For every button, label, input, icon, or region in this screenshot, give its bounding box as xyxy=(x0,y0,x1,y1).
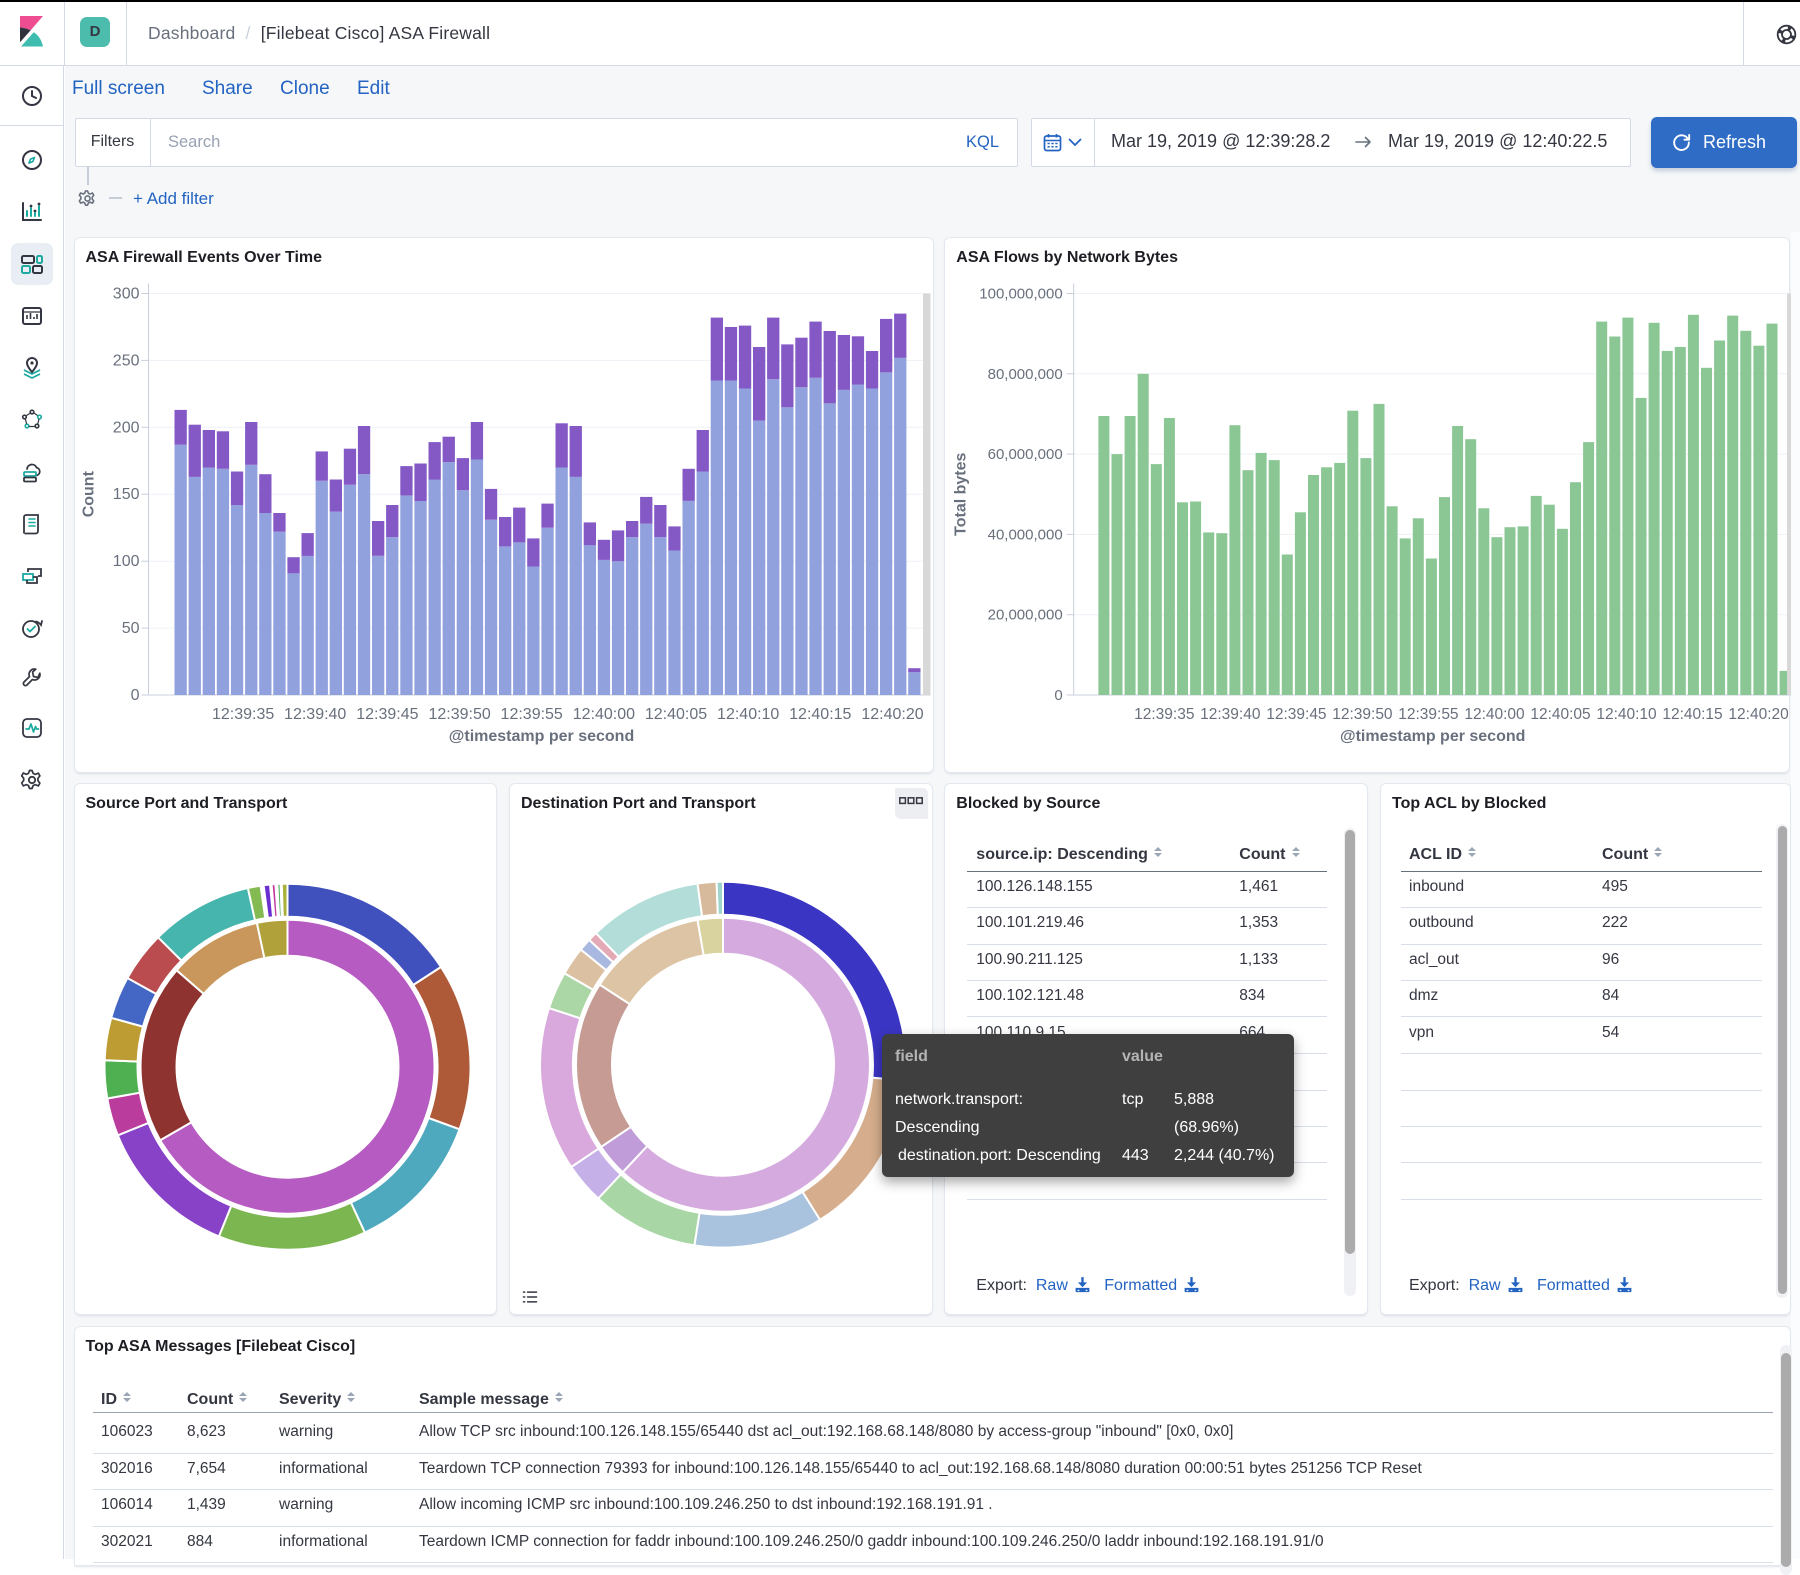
svg-text:12:39:50: 12:39:50 xyxy=(428,706,490,723)
svg-text:250: 250 xyxy=(112,352,139,369)
svg-text:12:40:20: 12:40:20 xyxy=(1729,706,1790,723)
svg-text:40,000,000: 40,000,000 xyxy=(988,526,1063,543)
svg-text:12:40:00: 12:40:00 xyxy=(1465,706,1526,723)
svg-text:60,000,000: 60,000,000 xyxy=(988,446,1063,463)
svg-text:0: 0 xyxy=(130,687,139,704)
svg-text:12:40:20: 12:40:20 xyxy=(861,706,923,723)
svg-text:12:39:35: 12:39:35 xyxy=(211,706,273,723)
svg-text:12:39:55: 12:39:55 xyxy=(500,706,562,723)
svg-text:12:40:05: 12:40:05 xyxy=(644,706,706,723)
svg-text:12:39:55: 12:39:55 xyxy=(1399,706,1459,723)
svg-text:0: 0 xyxy=(1055,687,1063,704)
svg-text:12:40:10: 12:40:10 xyxy=(717,706,779,723)
svg-text:Count: Count xyxy=(80,470,97,517)
svg-text:12:39:45: 12:39:45 xyxy=(356,706,418,723)
svg-text:12:39:40: 12:39:40 xyxy=(284,706,346,723)
svg-text:12:40:05: 12:40:05 xyxy=(1531,706,1591,723)
svg-text:300: 300 xyxy=(112,286,139,303)
svg-text:100,000,000: 100,000,000 xyxy=(980,286,1063,303)
svg-text:12:40:00: 12:40:00 xyxy=(572,706,634,723)
svg-text:@timestamp per second: @timestamp per second xyxy=(1340,728,1525,745)
svg-text:20,000,000: 20,000,000 xyxy=(988,607,1063,624)
svg-text:@timestamp per second: @timestamp per second xyxy=(448,728,633,745)
svg-text:12:39:40: 12:39:40 xyxy=(1200,706,1261,723)
svg-text:200: 200 xyxy=(112,419,139,436)
svg-text:12:39:35: 12:39:35 xyxy=(1134,706,1194,723)
svg-text:Total bytes: Total bytes xyxy=(953,452,970,535)
svg-text:150: 150 xyxy=(112,486,139,503)
svg-text:50: 50 xyxy=(121,620,139,637)
svg-text:80,000,000: 80,000,000 xyxy=(988,366,1063,383)
svg-text:12:39:45: 12:39:45 xyxy=(1267,706,1327,723)
svg-text:100: 100 xyxy=(112,553,139,570)
svg-text:12:39:50: 12:39:50 xyxy=(1333,706,1394,723)
svg-text:12:40:15: 12:40:15 xyxy=(789,706,851,723)
svg-text:12:40:15: 12:40:15 xyxy=(1663,706,1723,723)
svg-text:12:40:10: 12:40:10 xyxy=(1597,706,1658,723)
